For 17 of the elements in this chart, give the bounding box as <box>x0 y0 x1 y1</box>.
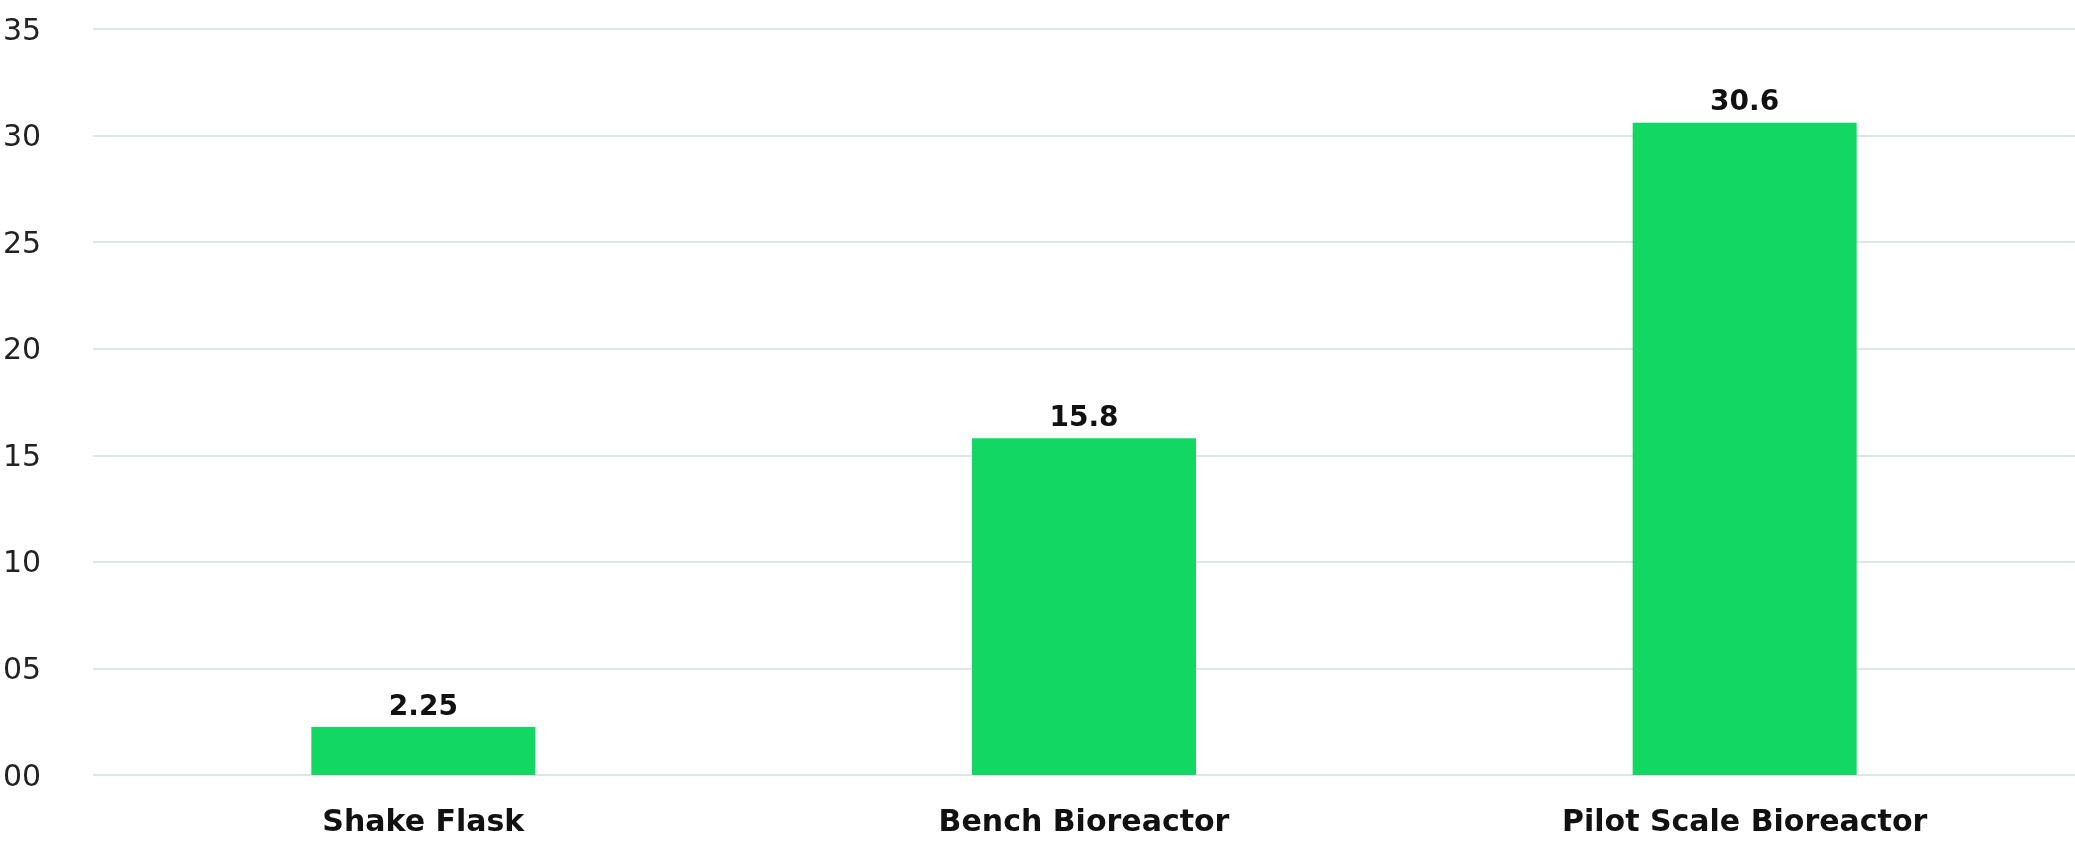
x-tick-label: Shake Flask <box>322 802 526 838</box>
y-tick-label: 05 <box>3 650 42 686</box>
data-label: 30.6 <box>1710 84 1780 118</box>
bar <box>311 727 536 775</box>
y-tick-label: 30 <box>3 118 42 154</box>
y-tick-label: 15 <box>3 437 42 473</box>
y-tick-label: 25 <box>3 224 42 260</box>
y-tick-label: 20 <box>3 331 42 367</box>
y-tick-label: 35 <box>3 11 42 47</box>
x-tick-label: Bench Bioreactor <box>938 802 1230 838</box>
y-tick-label: 00 <box>3 757 42 793</box>
data-label: 2.25 <box>388 688 458 722</box>
bar <box>1632 122 1857 775</box>
bar <box>972 438 1196 775</box>
data-label: 15.8 <box>1049 399 1119 433</box>
y-tick-label: 10 <box>3 544 42 580</box>
x-tick-label: Pilot Scale Bioreactor <box>1561 802 1928 838</box>
